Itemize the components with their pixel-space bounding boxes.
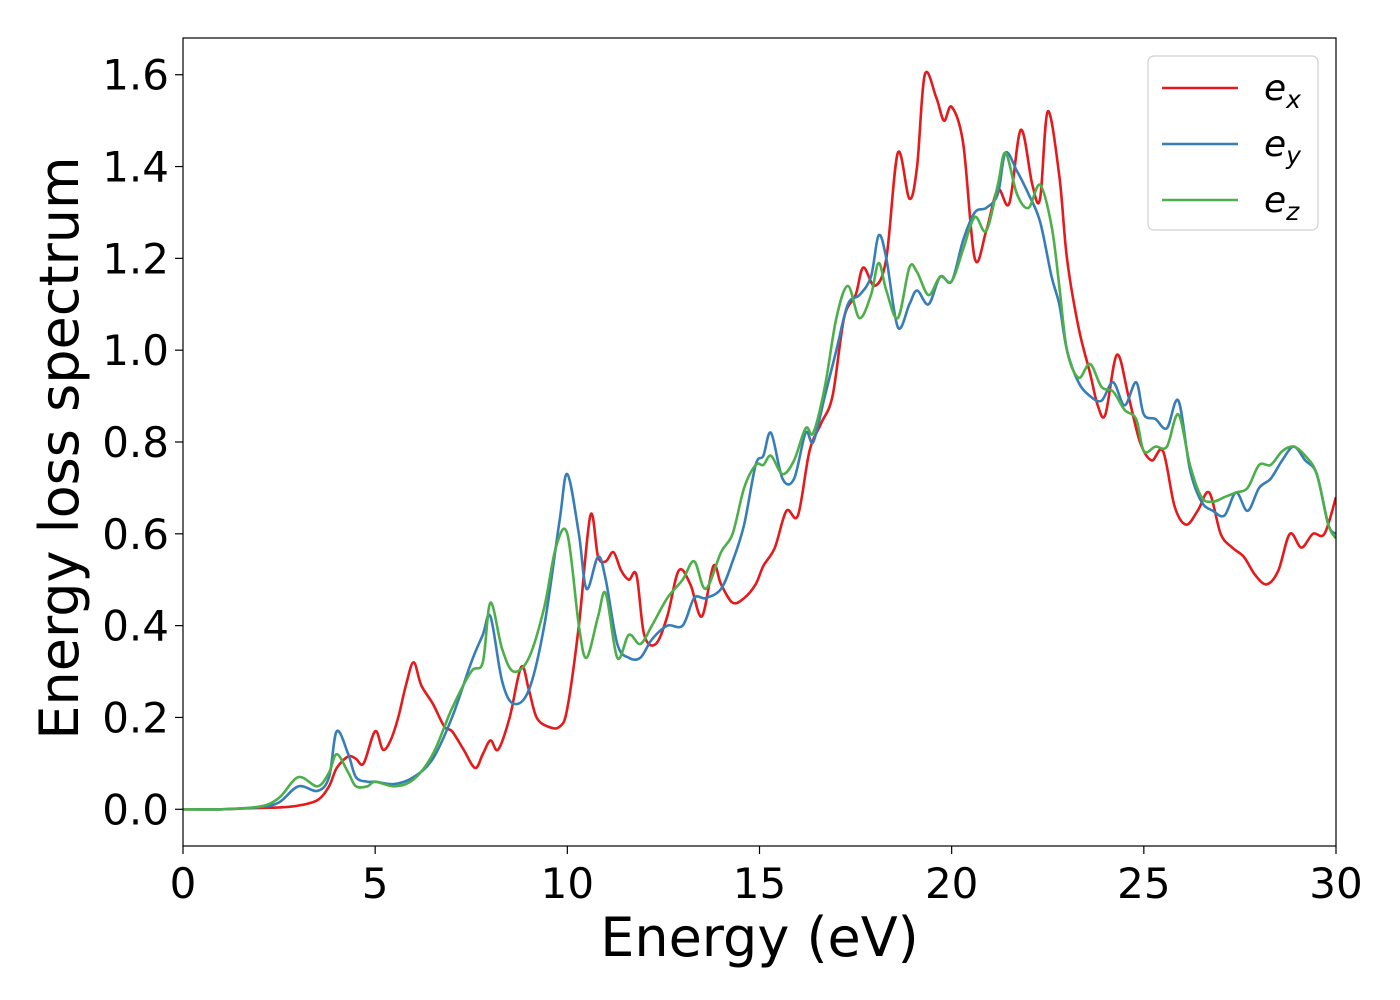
y-axis-ticks: 0.0 0.2 0.4 0.6 0.8 1.0 1.2 1.4 1.6 bbox=[102, 51, 183, 834]
y-tick-label: 1.0 bbox=[102, 326, 169, 375]
y-tick-label: 0.6 bbox=[102, 510, 169, 559]
x-axis-label: Energy (eV) bbox=[600, 906, 919, 969]
legend-label-x: ex bbox=[1264, 68, 1301, 114]
series-group bbox=[183, 70, 1336, 811]
series-line-e-y bbox=[183, 150, 1336, 811]
series-line-e-z bbox=[183, 151, 1336, 811]
x-tick-label: 10 bbox=[541, 859, 594, 908]
x-tick-label: 5 bbox=[362, 859, 389, 908]
y-axis-label: Energy loss spectrum bbox=[28, 156, 91, 739]
y-tick-label: 0.0 bbox=[102, 785, 169, 834]
y-tick-label: 0.2 bbox=[102, 693, 169, 742]
legend: ex ey ez bbox=[1147, 55, 1319, 231]
legend-label-z: ez bbox=[1264, 180, 1300, 226]
x-tick-label: 15 bbox=[733, 859, 786, 908]
x-axis-ticks: 0 5 10 15 20 25 30 bbox=[170, 846, 1363, 908]
y-tick-label: 0.8 bbox=[102, 418, 169, 467]
series-layer bbox=[183, 70, 1336, 811]
x-tick-label: 25 bbox=[1117, 859, 1170, 908]
y-tick-label: 1.4 bbox=[102, 143, 169, 192]
y-tick-label: 1.2 bbox=[102, 234, 169, 283]
x-tick-label: 30 bbox=[1309, 859, 1362, 908]
y-tick-label: 0.4 bbox=[102, 602, 169, 651]
legend-label-y: ey bbox=[1264, 124, 1302, 170]
x-tick-label: 20 bbox=[925, 859, 978, 908]
x-tick-label: 0 bbox=[170, 859, 197, 908]
y-tick-label: 1.6 bbox=[102, 51, 169, 100]
